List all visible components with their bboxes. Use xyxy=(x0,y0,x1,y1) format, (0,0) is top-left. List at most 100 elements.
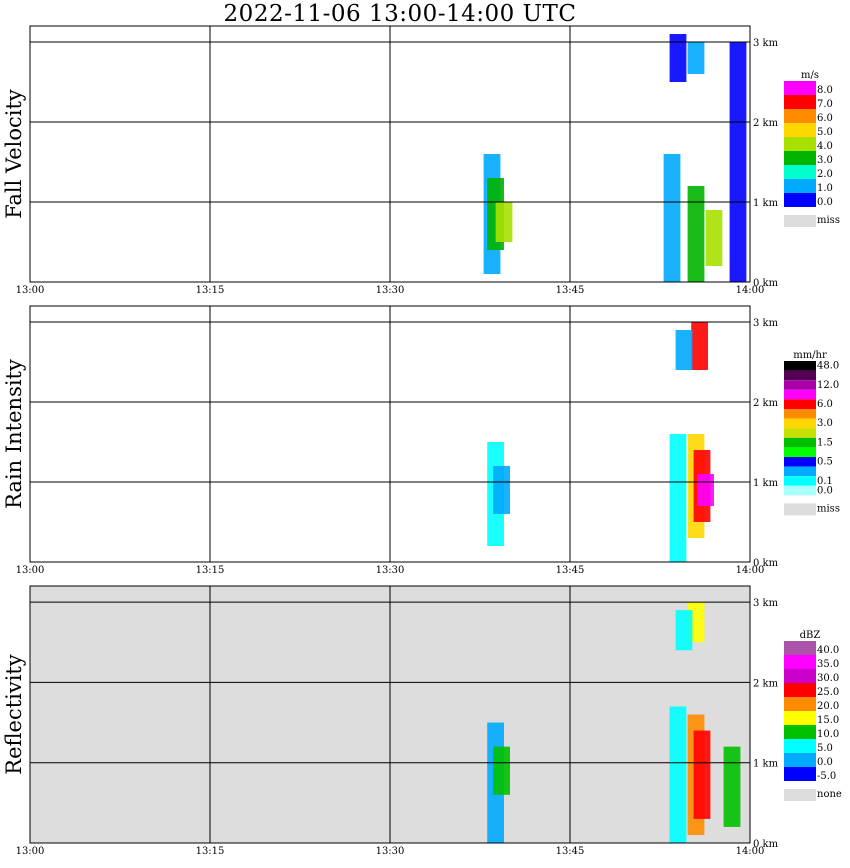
legend-swatch xyxy=(784,457,816,467)
legend-swatch xyxy=(784,485,816,496)
panel-ylabel: Fall Velocity xyxy=(2,89,26,219)
data-cell xyxy=(697,474,714,506)
legend-label: 2.0 xyxy=(817,169,833,180)
x-tick-label: 14:00 xyxy=(736,846,765,857)
x-tick-label: 13:15 xyxy=(196,565,225,576)
legend-swatch xyxy=(784,655,816,669)
y-tick-label: 2 km xyxy=(753,398,779,409)
legend-label: 0.0 xyxy=(817,197,833,208)
legend-swatch xyxy=(784,437,816,448)
data-cell xyxy=(723,746,741,827)
x-tick-label: 13:30 xyxy=(376,285,405,296)
legend-label: 25.0 xyxy=(817,687,839,698)
legend-label: 6.0 xyxy=(817,399,833,410)
legend-label: 48.0 xyxy=(817,361,839,372)
plot-frame xyxy=(29,25,751,283)
x-tick-label: 13:15 xyxy=(196,846,225,857)
legend-label: 7.0 xyxy=(817,99,833,110)
data-cell xyxy=(675,330,693,370)
legend-label: 40.0 xyxy=(817,645,839,656)
legend-swatch xyxy=(784,697,816,711)
data-cell xyxy=(669,706,687,843)
legend-swatch xyxy=(784,428,816,438)
y-tick-label: 3 km xyxy=(753,598,779,609)
data-cell xyxy=(669,34,687,82)
legend-swatch xyxy=(784,641,816,655)
x-tick-label: 13:45 xyxy=(556,565,585,576)
legend-label: 3.0 xyxy=(817,155,833,166)
legend-swatch xyxy=(784,767,816,781)
legend-label: -5.0 xyxy=(817,771,836,782)
data-cell xyxy=(693,730,711,819)
y-tick-label: 3 km xyxy=(753,318,779,329)
legend-label: 5.0 xyxy=(817,127,833,138)
legend-label: 30.0 xyxy=(817,673,839,684)
legend-label: 0.0 xyxy=(817,485,833,496)
legend-swatch xyxy=(784,81,816,95)
legend-unit: mm/hr xyxy=(793,350,827,361)
data-cell xyxy=(687,186,705,282)
legend-label: 20.0 xyxy=(817,701,839,712)
legend-label: 35.0 xyxy=(817,659,839,670)
y-tick-label: 1 km xyxy=(753,198,779,209)
legend-label: 6.0 xyxy=(817,113,833,124)
legend-swatch xyxy=(784,753,816,767)
legend-swatch xyxy=(784,409,816,419)
legend-label: 12.0 xyxy=(817,380,839,391)
plot-frame xyxy=(29,305,751,563)
y-tick-label: 0 km xyxy=(753,839,779,850)
legend-swatch xyxy=(784,447,816,457)
legend-swatch xyxy=(784,123,816,137)
y-tick-label: 0 km xyxy=(753,278,779,289)
y-tick-label: 1 km xyxy=(753,759,779,770)
legend-swatch xyxy=(784,193,816,207)
legend-label: 0.0 xyxy=(817,757,833,768)
panel-ylabel: Rain Intensity xyxy=(2,359,26,509)
legend-swatch xyxy=(784,399,816,409)
legend-swatch xyxy=(784,725,816,739)
legend-swatch xyxy=(784,466,816,477)
legend-missing-label: miss xyxy=(817,503,840,514)
legend-swatch xyxy=(784,95,816,109)
legend-missing-swatch xyxy=(784,215,816,227)
legend-label: 4.0 xyxy=(817,141,833,152)
y-tick-label: 1 km xyxy=(753,478,779,489)
legend-unit: dBZ xyxy=(800,630,821,641)
x-tick-label: 13:00 xyxy=(16,565,45,576)
legend-swatch xyxy=(784,151,816,165)
data-cell xyxy=(495,202,513,242)
legend-label: 1.0 xyxy=(817,183,833,194)
legend-swatch xyxy=(784,137,816,151)
data-cell xyxy=(729,42,747,282)
legend-label: 1.5 xyxy=(817,437,833,448)
data-cell xyxy=(493,466,510,514)
panel-3: 13:00 13:15 13:30 13:45 14:000 km 1 km 2 km 3 k… xyxy=(2,585,842,857)
legend-swatch xyxy=(784,389,816,400)
data-cell xyxy=(705,210,723,266)
x-tick-label: 13:45 xyxy=(556,285,585,296)
panel-1: 13:00 13:15 13:30 13:45 14:000 km 1 km 2 km 3 k… xyxy=(2,25,840,296)
legend-label: 15.0 xyxy=(817,715,839,726)
legend-label: 3.0 xyxy=(817,418,833,429)
legend-swatch xyxy=(784,418,816,429)
data-cell xyxy=(663,154,681,282)
data-cell xyxy=(493,746,510,795)
data-cell xyxy=(691,322,708,370)
legend-label: 5.0 xyxy=(817,743,833,754)
legend-swatch xyxy=(784,476,816,486)
data-cell xyxy=(687,42,705,74)
legend-label: 10.0 xyxy=(817,729,839,740)
x-tick-label: 13:00 xyxy=(16,846,45,857)
legend-label: 0.5 xyxy=(817,457,833,468)
legend-swatch xyxy=(784,361,816,371)
legend-swatch xyxy=(784,179,816,193)
legend-swatch xyxy=(784,669,816,683)
data-cell xyxy=(675,610,693,651)
y-tick-label: 2 km xyxy=(753,678,779,689)
legend-label: 0.1 xyxy=(817,476,833,487)
legend-label: 8.0 xyxy=(817,85,833,96)
x-tick-label: 14:00 xyxy=(736,565,765,576)
legend-swatch xyxy=(784,380,816,390)
legend-unit: m/s xyxy=(801,70,819,81)
